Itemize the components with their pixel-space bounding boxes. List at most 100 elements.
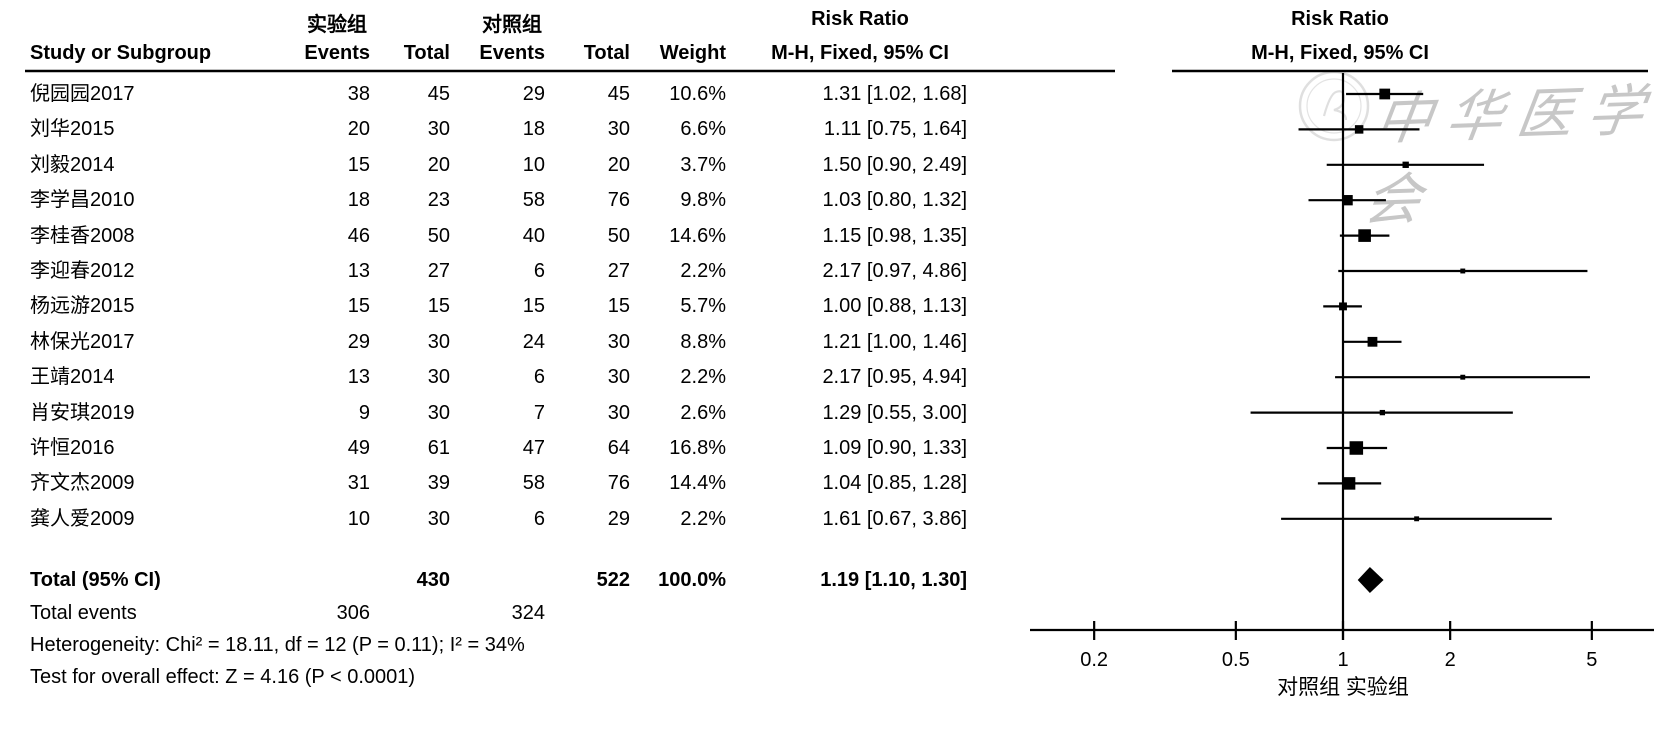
effect-square (1460, 268, 1466, 274)
total-exp-cell: 50 (427, 224, 450, 247)
events-exp-cell: 9 (358, 401, 370, 424)
total-exp-cell: 20 (427, 153, 450, 176)
events-exp-cell: 13 (347, 366, 370, 389)
events-exp-cell: 46 (347, 224, 370, 247)
x-axis-tick-label: 0.5 (1222, 649, 1250, 671)
study-row: 齐文杰2009 31 39 58 76 14.4% 1.04 [0.85, 1.28] (0, 466, 1030, 500)
effect-square (1349, 441, 1364, 455)
effect-square (1342, 477, 1356, 490)
rr-ci-cell: 1.04 [0.85, 1.28] (822, 472, 967, 495)
total-ctrl-cell: 27 (607, 260, 630, 282)
total-exp-cell: 39 (427, 472, 450, 495)
total-events-ctrl-value: 324 (511, 602, 545, 624)
total-ctrl-cell: 64 (607, 437, 630, 459)
rr-ci-cell: 1.11 [0.75, 1.64] (823, 118, 967, 141)
rr-ci-cell: 1.50 [0.90, 2.49] (822, 153, 967, 176)
effect-square (1339, 302, 1347, 311)
total-exp-cell: 61 (427, 437, 450, 459)
events-ctrl-cell: 10 (522, 153, 545, 176)
events-ctrl-cell: 40 (522, 224, 545, 247)
weight-column-header: Weight (659, 42, 726, 64)
events-ctrl-cell: 6 (533, 260, 545, 282)
study-name-cell: 龚人爱2009 (30, 507, 135, 530)
events-ctrl-cell: 47 (522, 437, 545, 459)
weight-cell: 5.7% (680, 295, 726, 318)
study-row: 李迎春2012 13 27 6 27 2.2% 2.17 [0.97, 4.86] (0, 254, 1030, 288)
weight-cell: 14.6% (669, 224, 726, 247)
study-row: 杨远游2015 15 15 15 15 5.7% 1.00 [0.88, 1.13] (0, 289, 1030, 323)
events-ctrl-cell: 29 (522, 83, 545, 105)
effect-square (1414, 516, 1420, 522)
study-column-header: Study or Subgroup (30, 42, 212, 64)
study-name-cell: 李迎春2012 (30, 260, 135, 282)
heterogeneity-text: Heterogeneity: Chi² = 18.11, df = 12 (P … (30, 634, 525, 656)
total-ctrl-cell: 45 (607, 83, 630, 105)
weight-cell: 2.2% (680, 366, 726, 389)
effect-square (1367, 336, 1378, 347)
study-name-cell: 刘华2015 (30, 118, 115, 141)
rr-ci-cell: 1.03 [0.80, 1.32] (822, 189, 967, 212)
study-row: 倪园园2017 38 45 29 45 10.6% 1.31 [1.02, 1.68] (0, 77, 1030, 111)
total-weight-value: 100.0% (658, 569, 726, 591)
risk-ratio-header-left: Risk Ratio (811, 8, 909, 30)
study-name-cell: 杨远游2015 (30, 295, 135, 318)
study-row: 肖安琪2019 9 30 7 30 2.6% 1.29 [0.55, 3.00] (0, 396, 1030, 430)
events-exp-cell: 29 (347, 330, 370, 353)
weight-cell: 10.6% (669, 83, 726, 105)
study-name-cell: 肖安琪2019 (30, 401, 135, 424)
study-row: 李学昌2010 18 23 58 76 9.8% 1.03 [0.80, 1.32] (0, 183, 1030, 217)
study-name-cell: 林保光2017 (30, 330, 135, 353)
weight-cell: 6.6% (680, 118, 726, 141)
study-row: 刘毅2014 15 20 10 20 3.7% 1.50 [0.90, 2.49] (0, 148, 1030, 182)
events-exp-cell: 38 (347, 83, 370, 105)
total-ctrl-cell: 15 (607, 295, 630, 318)
x-axis-tick-label: 2 (1445, 649, 1456, 671)
total-exp-cell: 45 (427, 83, 450, 105)
x-axis-tick-label: 1 (1337, 649, 1348, 671)
study-name-cell: 李桂香2008 (30, 224, 135, 247)
effect-square (1379, 409, 1386, 416)
summary-diamond (1357, 567, 1384, 593)
favours-labels: 对照组 实验组 (1277, 676, 1409, 699)
study-row: 刘华2015 20 30 18 30 6.6% 1.11 [0.75, 1.64] (0, 112, 1030, 146)
total-exp-column-header: Total (403, 42, 450, 64)
events-exp-cell: 13 (347, 260, 370, 282)
total-exp-cell: 30 (427, 366, 450, 389)
events-ctrl-cell: 6 (533, 507, 545, 530)
weight-cell: 9.8% (680, 189, 726, 212)
events-ctrl-cell: 7 (533, 401, 545, 424)
mh-fixed-column-header-left: M-H, Fixed, 95% CI (771, 42, 949, 64)
total-ctrl-cell: 30 (607, 401, 630, 424)
study-row: 林保光2017 29 30 24 30 8.8% 1.21 [1.00, 1.46] (0, 325, 1030, 359)
rr-ci-cell: 1.31 [1.02, 1.68] (822, 83, 967, 105)
total-ctrl-cell: 50 (607, 224, 630, 247)
control-group-header: 对照组 (482, 14, 542, 36)
events-exp-column-header: Events (304, 42, 370, 64)
rr-ci-cell: 2.17 [0.97, 4.86] (822, 260, 967, 282)
total-exp-value: 430 (416, 569, 450, 591)
effect-square (1379, 88, 1391, 100)
total-exp-cell: 27 (427, 260, 450, 282)
x-axis-tick-label: 0.2 (1080, 649, 1108, 671)
total-exp-cell: 30 (427, 507, 450, 530)
total-ctrl-cell: 30 (607, 366, 630, 389)
total-exp-cell: 30 (427, 401, 450, 424)
rr-ci-cell: 1.21 [1.00, 1.46] (822, 330, 967, 353)
study-name-cell: 倪园园2017 (30, 83, 135, 105)
events-exp-cell: 15 (347, 295, 370, 318)
effect-square (1402, 161, 1409, 168)
events-ctrl-cell: 18 (522, 118, 545, 141)
study-name-cell: 刘毅2014 (30, 153, 115, 176)
total-rr-ci-value: 1.19 [1.10, 1.30] (820, 569, 967, 591)
risk-ratio-header-right: Risk Ratio (1291, 8, 1389, 30)
events-exp-cell: 49 (347, 437, 370, 459)
rr-ci-cell: 1.29 [0.55, 3.00] (822, 401, 967, 424)
rr-ci-cell: 1.61 [0.67, 3.86] (822, 507, 967, 530)
study-name-cell: 王靖2014 (30, 366, 115, 389)
study-name-cell: 齐文杰2009 (30, 472, 135, 495)
total-ctrl-cell: 30 (607, 118, 630, 141)
study-row: 王靖2014 13 30 6 30 2.2% 2.17 [0.95, 4.94] (0, 360, 1030, 394)
total-ctrl-cell: 76 (607, 189, 630, 212)
effect-square (1342, 195, 1353, 206)
